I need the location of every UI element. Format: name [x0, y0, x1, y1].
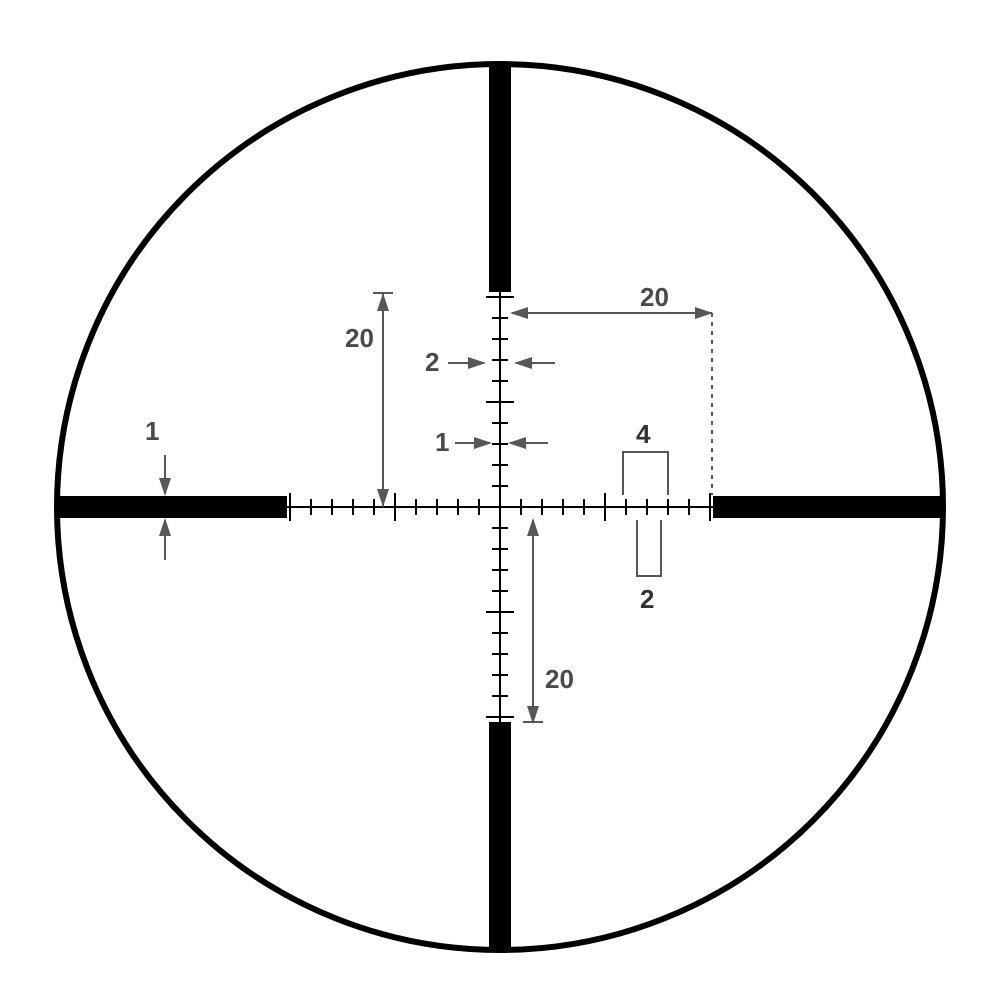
dim-tick-major: 2	[425, 347, 555, 377]
label-tick-minor: 1	[435, 427, 449, 457]
label-bracket-top: 4	[636, 419, 651, 449]
label-horizontal-right: 20	[640, 282, 669, 312]
dim-horizontal-right: 20	[512, 282, 712, 495]
dim-bracket: 4 2	[623, 419, 668, 614]
label-tick-major: 2	[425, 347, 439, 377]
label-vertical-top: 20	[345, 323, 374, 353]
label-bracket-bottom: 2	[640, 584, 654, 614]
dim-vertical-bottom: 20	[523, 520, 574, 722]
label-vertical-bottom: 20	[545, 664, 574, 694]
label-post-thickness: 1	[145, 416, 159, 446]
dim-vertical-top: 20	[345, 293, 393, 507]
dim-tick-minor: 1	[435, 427, 548, 457]
crosshair	[285, 290, 715, 724]
dim-post-thickness: 1	[145, 416, 165, 560]
reticle-diagram: 1 20 20 20 2	[0, 0, 1000, 1000]
